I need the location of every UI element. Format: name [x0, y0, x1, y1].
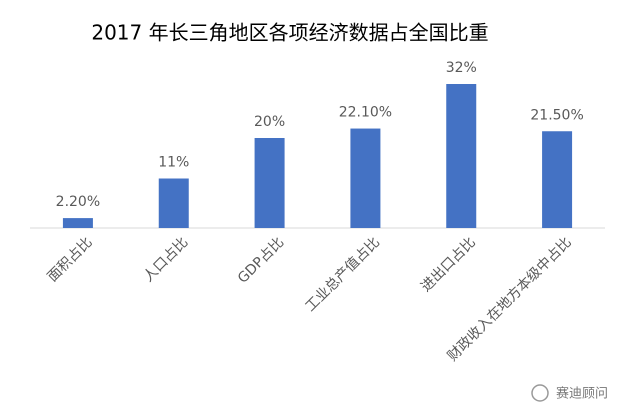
value-label: 22.10%: [339, 105, 392, 121]
value-label: 32%: [446, 60, 477, 76]
value-label: 2.20%: [56, 194, 100, 210]
value-label: 11%: [158, 155, 189, 171]
x-tick-label: 面积占比: [45, 234, 96, 285]
value-label: 20%: [254, 114, 285, 130]
x-tick-label: 进出口占比: [418, 234, 479, 295]
bar: [350, 128, 381, 228]
x-tick-label: GDP占比: [235, 234, 287, 286]
x-tick-label: 工业总产值占比: [302, 234, 383, 315]
bar: [542, 131, 573, 228]
value-label: 21.50%: [530, 107, 583, 123]
chart-title: 2017 年长三角地区各项经济数据占全国比重: [91, 21, 488, 45]
x-tick-label: 人口占比: [140, 234, 191, 285]
bar: [158, 178, 189, 228]
watermark-text: 赛迪顾问: [556, 386, 608, 402]
bar: [62, 218, 93, 228]
bar: [446, 84, 477, 228]
bar: [254, 138, 285, 228]
watermark: 赛迪顾问: [531, 384, 608, 402]
watermark-icon: [531, 384, 549, 402]
